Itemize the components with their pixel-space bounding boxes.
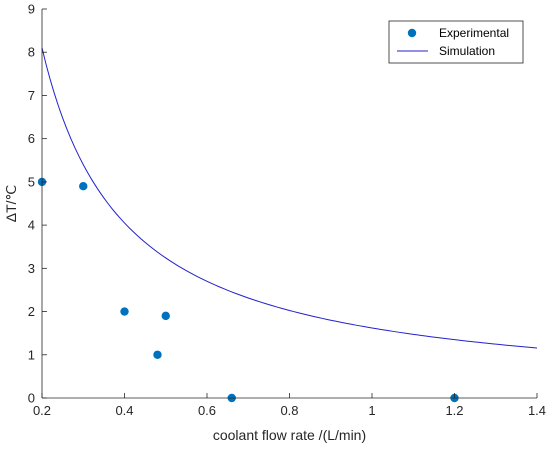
y-tick-label: 2 (28, 304, 35, 319)
experimental-point (120, 307, 129, 316)
x-tick-label: 1.4 (528, 403, 546, 418)
experimental-point (161, 311, 170, 321)
experimental-point (79, 182, 88, 191)
y-axis-label: ΔT/℃ (3, 185, 19, 223)
y-tick-label: 4 (28, 218, 35, 233)
y-tick-label: 8 (28, 45, 35, 60)
ticks-layer: 0.2 0.4 0.6 0.8 1 1.2 1.4 0 1 2 3 4 5 6 7 8 9 (28, 2, 546, 419)
x-tick-label: 1 (368, 403, 375, 418)
x-tick-label: 0.8 (280, 403, 298, 418)
plot-area (42, 9, 537, 398)
legend-box (388, 20, 524, 64)
y-tick-label: 0 (28, 391, 35, 406)
legend-simulation-label: Simulation (439, 44, 495, 58)
legend: Experimental Simulation (388, 20, 524, 64)
y-tick-label: 5 (28, 174, 35, 189)
legend-experimental-label: Experimental (439, 26, 509, 40)
simulation-line (41, 47, 538, 349)
x-tick-label: 0.2 (33, 403, 51, 418)
simulation-layer (41, 47, 538, 349)
x-tick-label: 0.4 (115, 403, 133, 418)
y-tick-label: 3 (28, 261, 35, 276)
experimental-point (153, 350, 162, 359)
y-tick-label: 6 (28, 131, 35, 146)
legend-experimental-marker (407, 28, 417, 38)
y-tick-label: 9 (28, 2, 35, 17)
y-tick-label: 1 (28, 347, 35, 362)
x-tick-label: 0.6 (198, 403, 216, 418)
x-tick-label: 1.2 (445, 403, 463, 418)
x-axis-label: coolant flow rate /(L/min) (213, 427, 366, 443)
y-tick-label: 7 (28, 88, 35, 103)
